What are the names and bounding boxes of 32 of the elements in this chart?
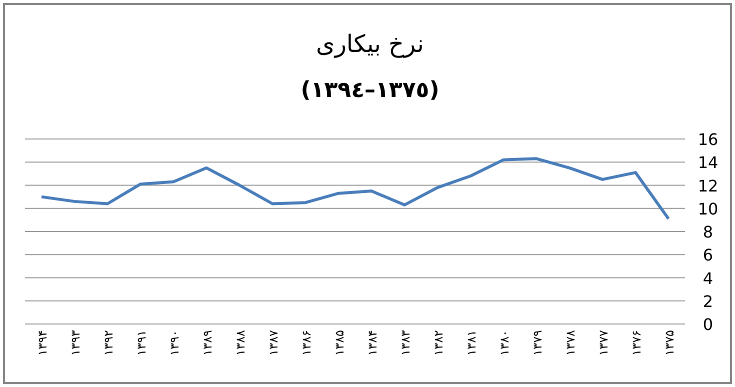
x-tick-label: ۱۳۸۰: [498, 330, 512, 356]
x-tick-label: ۱۳۸۸: [234, 329, 248, 356]
x-tick-label: ۱۳۸۷: [266, 329, 280, 356]
x-tick-label: ۱۳۹۳: [68, 329, 82, 356]
x-tick-label: ۱۳۸۶: [300, 330, 314, 356]
x-tick-label: ۱۳۸۵: [332, 330, 346, 356]
x-tick-label: ۱۳۹۴: [36, 330, 50, 356]
x-tick-label: ۱۳۸۴: [366, 330, 380, 356]
x-tick-label: ۱۳۷۹: [530, 330, 544, 356]
x-tick-label: ۱۳۷۶: [630, 330, 644, 356]
y-tick-label: 16: [698, 130, 718, 149]
x-tick-label: ۱۳۹۱: [134, 330, 148, 356]
x-tick-label: ۱۳۸۲: [432, 330, 446, 356]
x-tick-label: ۱۳۸۹: [200, 330, 214, 356]
y-tick-label: 4: [702, 268, 714, 288]
x-tick-label: ۱۳۷۷: [596, 329, 610, 356]
x-tick-label: ۱۳۹۲: [102, 330, 116, 356]
y-tick-label: 6: [702, 246, 714, 265]
x-tick-label: ۱۳۹۰: [168, 330, 182, 356]
y-tick-label: 2: [702, 292, 714, 311]
x-tick-label: ۱۳۷۸: [564, 329, 578, 356]
chart-title: نرخ بیکاری: [316, 30, 424, 58]
x-tick-label: ۱۳۸۱: [464, 330, 478, 356]
x-tick-label: ۱۳۸۳: [398, 329, 412, 356]
y-tick-label: 8: [702, 222, 714, 242]
y-tick-label: 0: [702, 315, 714, 334]
x-tick-label: ۱۳۷۵: [662, 330, 676, 356]
y-tick-label: 12: [698, 176, 718, 196]
chart-subtitle: (١٣٧٥–١٣٩٤): [300, 78, 440, 103]
y-tick-label: 14: [698, 153, 718, 172]
y-tick-label: 10: [698, 199, 718, 218]
line-series: [40, 157, 670, 220]
